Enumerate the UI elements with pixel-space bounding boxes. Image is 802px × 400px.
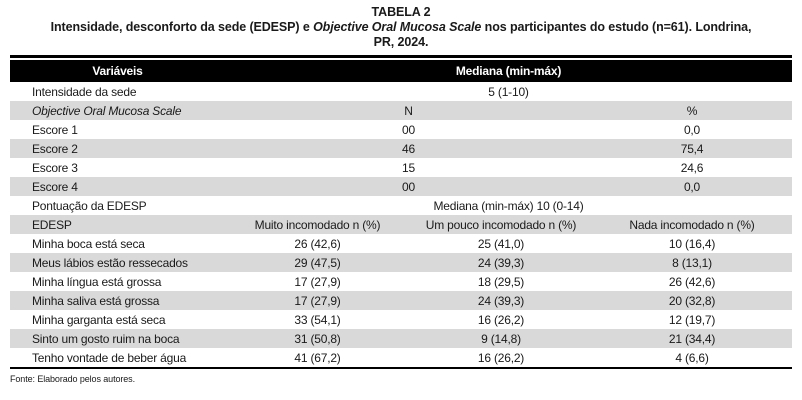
subtitle-line2: PR, 2024. (373, 35, 429, 49)
row-value: Mediana (min-máx) 10 (0-14) (433, 198, 584, 213)
row-value: 00 (225, 177, 592, 196)
subtitle-italic-scale-name: Objective Oral Mucosa Scale (313, 20, 482, 34)
row-label: Escore 1 (32, 122, 78, 137)
row-label: Minha garganta está seca (32, 312, 166, 327)
table-row: Escore 1 00 0,0 (10, 120, 792, 139)
row-value: 17 (27,9) (225, 291, 410, 310)
row-value: 24 (39,3) (410, 291, 592, 310)
row-value: 8 (13,1) (592, 253, 793, 272)
row-value: Muito incomodado n (%) (225, 215, 410, 234)
top-rule (10, 55, 792, 58)
row-value: 20 (32,8) (592, 291, 793, 310)
row-value: 9 (14,8) (410, 329, 592, 348)
row-value: 29 (47,5) (225, 253, 410, 272)
table-number: TABELA 2 (371, 5, 431, 19)
table-row: Escore 2 46 75,4 (10, 139, 793, 158)
row-value: 26 (42,6) (294, 236, 341, 251)
table-row: Minha língua está grossa 17 (27,9) 18 (29,… (10, 272, 792, 291)
row-value: 4 (6,6) (675, 350, 709, 365)
row-label: Pontuação da EDESP (32, 198, 147, 213)
column-header-variaveis: Variáveis (10, 60, 225, 82)
row-label: Intensidade da sede (32, 84, 137, 99)
table-row: Escore 4 00 0,0 (10, 177, 793, 196)
row-value: 15 (402, 160, 415, 175)
table-row: EDESP Muito incomodado n (%) Um pouco inco… (10, 215, 793, 234)
row-value: 25 (41,0) (477, 236, 525, 251)
row-value: Um pouco incomodado n (%) (410, 215, 592, 234)
row-label: Minha boca está seca (32, 236, 145, 251)
subtitle-text-continued: nos participantes do estudo (n=61). Lond… (481, 20, 752, 34)
row-value: 16 (26,2) (477, 350, 525, 365)
table-row: Minha garganta está seca 33 (54,1) 16 (26,… (10, 310, 792, 329)
row-label: Sinto um gosto ruim na boca (10, 329, 225, 348)
data-table: Variáveis Mediana (min-máx) Intensidade … (10, 60, 793, 369)
table-caption: TABELA 2 Intensidade, desconforto da sed… (0, 0, 802, 50)
row-value: 5 (1-10) (488, 84, 529, 99)
row-label: Minha saliva está grossa (10, 291, 225, 310)
row-value: 12 (19,7) (668, 312, 716, 327)
row-value: 26 (42,6) (668, 274, 716, 289)
row-value: 17 (27,9) (294, 274, 341, 289)
table-row: Minha saliva está grossa 17 (27,9) 24 (39,… (10, 291, 793, 310)
table-row: Objective Oral Mucosa Scale N% (10, 101, 793, 120)
row-value: 0,0 (592, 177, 793, 196)
column-header-mediana: Mediana (min-máx) (225, 60, 793, 82)
row-value: Nada incomodado n (%) (592, 215, 793, 234)
row-value: 24 (39,3) (410, 253, 592, 272)
row-value: % (592, 101, 793, 120)
source-note: Fonte: Elaborado pelos autores. (10, 374, 135, 384)
row-label: Escore 3 (32, 160, 78, 175)
header-row: Variáveis Mediana (min-máx) (10, 60, 793, 82)
table-row: Escore 3 15 24,6 (10, 158, 792, 177)
subtitle-text: Intensidade, desconforto da sede (EDESP)… (50, 20, 314, 34)
table-subtitle: Intensidade, desconforto da sede (EDESP)… (51, 20, 752, 49)
row-value: 21 (34,4) (592, 329, 793, 348)
row-label: EDESP (10, 215, 225, 234)
row-value: N (225, 101, 592, 120)
table-row: Sinto um gosto ruim na boca 31 (50,8) 9 (1… (10, 329, 793, 348)
table-row: Minha boca está seca 26 (42,6) 25 (41,0) 10… (10, 234, 792, 253)
row-label: Tenho vontade de beber água (32, 350, 187, 365)
row-value: 31 (50,8) (225, 329, 410, 348)
row-value: 00 (402, 122, 415, 137)
table-body: Intensidade da sede 5 (1-10) Objective Ora… (10, 82, 793, 368)
table-row: Pontuação da EDESP Mediana (min-máx) 10 (… (10, 196, 792, 215)
row-value: 33 (54,1) (294, 312, 341, 327)
row-label: Objective Oral Mucosa Scale (10, 101, 225, 120)
row-value: 41 (67,2) (294, 350, 341, 365)
table-row: Tenho vontade de beber água 41 (67,2) 16 (… (10, 348, 792, 368)
row-value: 18 (29,5) (477, 274, 525, 289)
table-header: Variáveis Mediana (min-máx) (10, 60, 793, 82)
row-value: 24,6 (680, 160, 704, 175)
table-row: Meus lábios estão ressecados 29 (47,5) 24 … (10, 253, 793, 272)
row-value: 0,0 (683, 122, 701, 137)
row-label: Escore 2 (10, 139, 225, 158)
row-label: Meus lábios estão ressecados (10, 253, 225, 272)
row-label: Escore 4 (10, 177, 225, 196)
row-value: 10 (16,4) (668, 236, 716, 251)
row-value: 75,4 (592, 139, 793, 158)
row-value: 16 (26,2) (477, 312, 525, 327)
table-row: Intensidade da sede 5 (1-10) (10, 82, 792, 101)
row-label: Minha língua está grossa (32, 274, 162, 289)
row-value: 46 (225, 139, 592, 158)
